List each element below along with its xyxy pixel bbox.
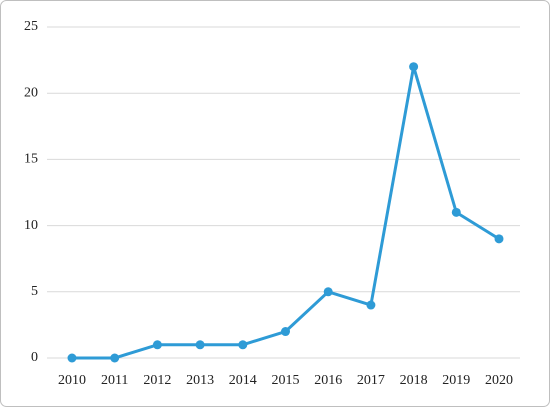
y-tick-label: 10 [24,218,38,233]
x-tick-label: 2014 [229,373,257,388]
data-point [409,62,419,72]
y-tick-label: 20 [24,85,38,100]
x-tick-label: 2016 [314,373,342,388]
x-tick-label: 2020 [485,373,513,388]
data-point [67,353,77,363]
x-tick-label: 2017 [357,373,385,388]
data-point [494,234,504,244]
y-tick-label: 0 [31,350,38,365]
x-tick-label: 2010 [58,373,86,388]
x-tick-label: 2012 [143,373,171,388]
data-point [366,300,376,310]
x-tick-label: 2013 [186,373,214,388]
data-point [451,207,461,217]
y-tick-label: 25 [24,19,38,34]
x-tick-label: 2011 [101,373,128,388]
data-point [152,340,162,350]
x-tick-label: 2019 [442,373,470,388]
data-point [323,287,333,297]
data-point [110,353,120,363]
data-point [238,340,248,350]
x-tick-label: 2015 [272,373,300,388]
y-tick-label: 5 [31,284,38,299]
data-point [281,327,290,337]
x-tick-label: 2018 [400,373,428,388]
y-tick-label: 15 [24,152,38,167]
data-point [195,340,205,350]
